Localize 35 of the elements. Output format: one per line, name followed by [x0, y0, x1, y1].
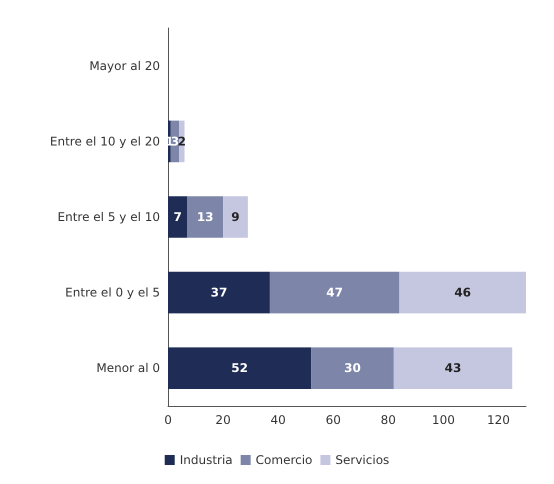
legend-label: Comercio	[256, 453, 312, 467]
data-label: 9	[231, 210, 240, 224]
x-tick-label: 40	[270, 413, 286, 427]
data-label: 37	[210, 286, 228, 300]
x-tick-label: 100	[432, 413, 455, 427]
data-label: 43	[444, 361, 462, 376]
data-label: 46	[454, 286, 472, 300]
data-label: 52	[231, 361, 248, 376]
y-tick-label: Entre el 0 y el 5	[65, 286, 160, 300]
x-tick-label: 120	[487, 413, 510, 427]
bar	[168, 347, 312, 389]
data-label: 30	[344, 361, 361, 376]
bar	[187, 196, 224, 238]
bar	[168, 272, 270, 314]
bar	[399, 272, 526, 314]
x-tick-label: 80	[380, 413, 396, 427]
data-label: 3	[170, 134, 180, 148]
legend-label: Industria	[180, 453, 233, 467]
data-label: 7	[173, 210, 182, 224]
bar	[168, 196, 188, 238]
bar	[311, 347, 394, 389]
bar	[223, 196, 248, 238]
data-label: 13	[196, 210, 214, 224]
y-tick-label: Entre el 5 y el 10	[58, 210, 160, 224]
bar	[270, 272, 400, 314]
data-label: 2	[178, 134, 186, 148]
bar	[394, 347, 512, 389]
x-tick-label: 0	[164, 413, 172, 427]
y-tick-label: Entre el 10 y el 20	[50, 134, 160, 148]
y-tick-label: Menor al 0	[96, 361, 160, 376]
y-tick-label: Mayor al 20	[89, 58, 160, 73]
x-tick-label: 60	[326, 413, 341, 427]
legend-label: Servicios	[335, 453, 390, 467]
x-tick-label: 20	[215, 413, 231, 427]
data-label: 47	[326, 286, 343, 300]
